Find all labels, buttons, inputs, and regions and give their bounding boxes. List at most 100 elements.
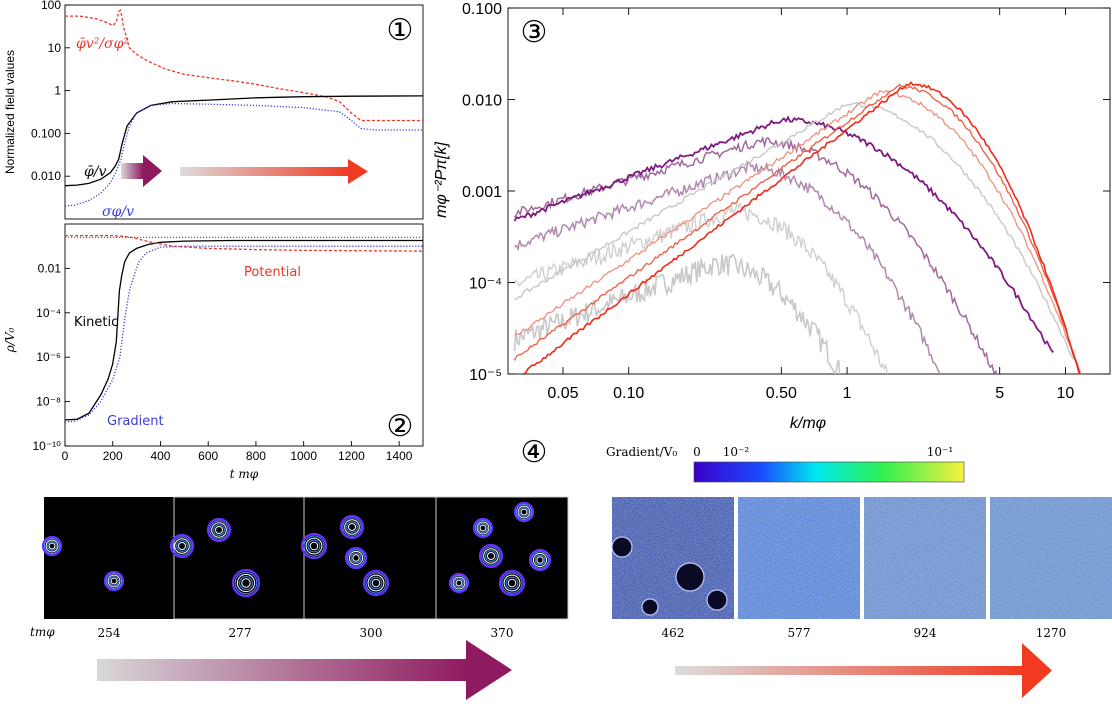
bubble-core [217,528,221,532]
p3-spectrum-6 [514,89,1082,374]
bubble-ring [213,524,225,536]
panel-2-xlabel: t mφ [230,467,259,481]
bubble-ring [236,573,256,593]
p3-ytick-label: 10⁻⁴ [469,276,502,293]
colorbar-tick-0: 0 [693,445,701,459]
p1-ytick-label: 1 [54,84,61,98]
bubble-ring [305,537,323,555]
bubble-ring [339,514,365,540]
bubble-ring [234,571,258,595]
bubble-ring [478,543,504,569]
p3-xtick-label: 10 [1057,385,1075,402]
bubble-core [509,580,515,586]
time-1270: 1270 [1036,626,1067,640]
bubble-ring [44,538,60,554]
panel-1-series [65,9,423,207]
bubble-ring [507,578,517,588]
p1-ytick-label: 0.010 [31,169,61,183]
bubble-ring [348,550,364,566]
label-potential: Potential [244,265,301,280]
bubble-ring [309,541,319,551]
bubble-ring [352,554,360,562]
bubble-ring [307,539,321,553]
panel-1-ylabel: Normalized field values [3,50,17,174]
bubble-ring [178,542,186,550]
label-phibar-v2-over-sigma2: φ̄v²/σφ² [76,36,129,52]
bubble-core [522,510,526,514]
bubble-core [354,556,358,560]
bubble-ring [365,572,387,594]
panel-1-frame [64,4,424,220]
p2-series-2 [65,234,423,252]
p2-xtick-label: 400 [150,449,170,463]
p2-xtick-label: 800 [246,449,266,463]
snapshot-577-texture [738,497,860,619]
bubble-ring [503,574,521,592]
panel-4: ④ Gradient/V₀ 0 10⁻² 10⁻¹ tmφ 254 [30,435,1112,700]
bubble-ring [472,517,494,539]
p3-spectrum-8 [521,81,1081,374]
bubble-core [112,579,116,583]
p1-ytick-label: 100 [41,0,61,12]
p1-series-0 [65,9,423,122]
snapshot-1270-texture [990,497,1112,619]
p3-ytick-label: 0.010 [462,93,502,110]
p3-ytick-label: 0.001 [462,184,502,201]
bubble-ring [106,573,122,589]
bubble-ring [174,538,190,554]
panel-3-ylabel: mφ⁻²Pπ[k] [433,142,450,218]
panel-2-frame [64,223,424,447]
bubble-ring [239,576,253,590]
bubble-ring [107,574,121,588]
bubble-ring [454,578,464,588]
p2-ytick-label: 0.01 [38,261,62,275]
bubble-ring [519,507,529,517]
bubble-core [489,554,493,558]
panel-2: 0.01 10⁻⁴ 10⁻⁶ 10⁻⁸ 10⁻¹⁰0 200 400 600 800 1000 12… [3,223,424,481]
p2-ytick-label: 10⁻⁶ [36,350,61,364]
bubble-ring [505,576,519,590]
panel-3-xlabel: k/mφ [790,415,826,432]
snapshot-462-bubbles [611,536,728,616]
dark-bubble [641,598,659,616]
p2-ytick-label: 10⁻¹⁰ [33,439,62,453]
snapshot-300 [303,496,437,620]
bubble-ring [520,508,528,516]
p2-xtick-label: 1200 [338,449,365,463]
panel-3: 0.05 0.10 0.50 1 5 100.1000.0100.00110⁻⁴10⁻⁵ … [433,1,1111,432]
bubble-ring [176,540,188,552]
panel-1: 100 10 1 0.100 0.010 Normalized field values… [3,0,424,220]
label-kinetic: Kinetic [74,315,118,330]
panel-1-y-ticks: 100 10 1 0.100 0.010 [31,0,70,183]
colorbar-tick-2: 10⁻¹ [927,445,953,459]
snapshot-254 [44,497,174,619]
bubble-ring [169,533,195,559]
label-gradient: Gradient [107,414,164,429]
p3-ytick-label: 0.100 [462,1,502,18]
bubble-ring [209,520,229,540]
bubble-ring [534,554,546,566]
bubble-ring [48,542,56,550]
bubble-ring [350,552,362,564]
p2-xtick-label: 0 [62,449,69,463]
bubble-ring [481,546,501,566]
time-577: 577 [788,626,811,640]
p3-spectrum-3 [513,135,998,374]
time-924: 924 [914,626,937,640]
bubble-core [180,544,184,548]
snapshot-924-texture [864,497,986,619]
dark-bubble [706,589,728,611]
bubble-core [350,525,354,529]
bubble-ring [483,548,499,564]
bubble-ring [369,576,383,590]
bubble-ring [45,539,59,553]
bubble-core [311,543,317,549]
dark-bubble [675,562,705,592]
bubble-ring [348,523,356,531]
bubble-core [538,558,542,562]
bottom-arrow-red [675,643,1052,698]
bubble-ring [532,552,548,568]
panel-1-number: ① [387,13,414,48]
p2-series-0 [65,239,423,421]
panel-3-number: ③ [521,15,548,50]
